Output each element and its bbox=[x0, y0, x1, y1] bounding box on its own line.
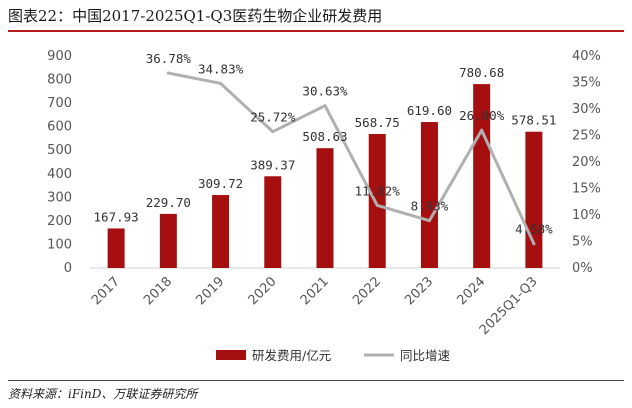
growth-value-label: 8.93% bbox=[411, 199, 449, 214]
footer-divider bbox=[8, 380, 624, 381]
bar-2021 bbox=[316, 148, 334, 268]
growth-value-label: 4.58% bbox=[515, 222, 553, 237]
x-tick-label: 2021 bbox=[298, 274, 332, 308]
x-tick-label: 2018 bbox=[141, 274, 175, 308]
title-divider bbox=[8, 30, 624, 32]
bar-2024 bbox=[473, 84, 491, 268]
growth-value-label: 25.72% bbox=[250, 110, 296, 125]
bar-2023 bbox=[420, 122, 438, 268]
y-left-tick-label: 600 bbox=[47, 120, 72, 135]
bar-value-label: 780.68 bbox=[459, 65, 504, 80]
y-left-tick-label: 500 bbox=[47, 143, 72, 158]
y-right-tick-label: 35% bbox=[572, 76, 601, 91]
y-left-tick-label: 700 bbox=[47, 96, 72, 111]
legend-bar-label: 研发费用/亿元 bbox=[252, 348, 331, 363]
growth-value-label: 34.83% bbox=[198, 61, 244, 76]
bar-value-label: 167.93 bbox=[94, 209, 139, 224]
x-tick-label: 2024 bbox=[454, 274, 488, 308]
y-right-tick-label: 5% bbox=[572, 235, 593, 250]
growth-line bbox=[166, 71, 536, 246]
y-left-tick-label: 200 bbox=[47, 214, 72, 229]
bar-2025Q1-Q3 bbox=[525, 131, 543, 268]
bar-value-label: 309.72 bbox=[198, 176, 243, 191]
growth-point bbox=[271, 130, 275, 134]
bar-2017 bbox=[107, 228, 125, 268]
growth-point bbox=[375, 203, 379, 207]
bar-2018 bbox=[159, 213, 177, 268]
x-tick-label: 2017 bbox=[89, 274, 123, 308]
growth-value-label: 26.00% bbox=[459, 108, 505, 123]
growth-value-label: 36.78% bbox=[146, 51, 192, 66]
y-right-tick-label: 15% bbox=[572, 182, 601, 197]
bar-value-label: 578.51 bbox=[511, 113, 556, 128]
growth-point bbox=[219, 81, 223, 85]
legend-bar-swatch bbox=[216, 350, 246, 360]
x-tick-label: 2020 bbox=[246, 274, 280, 308]
growth-point bbox=[532, 242, 536, 246]
bar-2020 bbox=[264, 176, 282, 268]
growth-value-label: 11.82% bbox=[355, 183, 401, 198]
bar-value-label: 619.60 bbox=[407, 103, 452, 118]
y-left-tick-label: 300 bbox=[47, 190, 72, 205]
x-tick-label: 2019 bbox=[193, 274, 227, 308]
chart-canvas: 0 100 200 300 400 500 600 700 800 900 0% 5% 10% 15% 20… bbox=[47, 49, 601, 363]
y-right-tick-label: 40% bbox=[572, 49, 601, 64]
y-right-tick-label: 30% bbox=[572, 102, 601, 117]
growth-point bbox=[480, 128, 484, 132]
y-right-tick-label: 20% bbox=[572, 155, 601, 170]
y-left-tick-label: 100 bbox=[47, 237, 72, 252]
bar-value-label: 568.75 bbox=[355, 115, 400, 130]
y-left-tick-label: 900 bbox=[47, 49, 72, 64]
x-tick-label: 2023 bbox=[402, 274, 436, 308]
bar-2019 bbox=[212, 195, 230, 268]
legend-line-label: 同比增速 bbox=[400, 348, 451, 363]
y-left-tick-label: 800 bbox=[47, 73, 72, 88]
bar-2022 bbox=[368, 134, 386, 268]
x-tick-label: 2022 bbox=[350, 274, 384, 308]
chart-title-row: 图表22：中国2017-2025Q1-Q3医药生物企业研发费用 bbox=[8, 4, 624, 28]
bar-value-label: 389.37 bbox=[250, 157, 295, 172]
y-right-tick-label: 25% bbox=[572, 129, 601, 144]
y-right-tick-label: 0% bbox=[572, 261, 593, 276]
bar-value-label: 229.70 bbox=[146, 195, 191, 210]
growth-point bbox=[323, 104, 327, 108]
y-right-tick-label: 10% bbox=[572, 208, 601, 223]
growth-point bbox=[166, 71, 170, 75]
growth-point bbox=[427, 219, 431, 223]
source-note: 资料来源：iFinD、万联证券研究所 bbox=[8, 387, 198, 401]
y-left-tick-label: 400 bbox=[47, 167, 72, 182]
growth-value-label: 30.63% bbox=[302, 84, 348, 99]
bar-value-label: 508.63 bbox=[302, 129, 347, 144]
chart-title: 图表22：中国2017-2025Q1-Q3医药生物企业研发费用 bbox=[8, 7, 383, 25]
y-left-tick-label: 0 bbox=[64, 261, 72, 276]
